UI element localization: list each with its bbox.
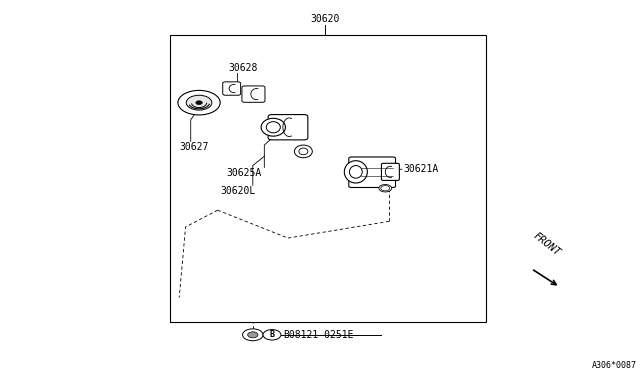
FancyBboxPatch shape — [268, 115, 308, 140]
FancyBboxPatch shape — [381, 163, 399, 180]
Text: 30620: 30620 — [310, 14, 340, 24]
Circle shape — [243, 329, 263, 341]
Text: 30621A: 30621A — [403, 164, 438, 174]
Ellipse shape — [266, 122, 280, 133]
Ellipse shape — [261, 118, 285, 136]
FancyBboxPatch shape — [242, 86, 265, 102]
Ellipse shape — [294, 145, 312, 158]
Text: 30625A: 30625A — [226, 168, 261, 178]
Circle shape — [178, 90, 220, 115]
Text: 30627: 30627 — [179, 142, 209, 152]
Ellipse shape — [349, 166, 362, 178]
Circle shape — [263, 330, 281, 340]
Bar — [170, 35, 486, 322]
Circle shape — [379, 185, 392, 192]
Circle shape — [196, 101, 202, 105]
FancyBboxPatch shape — [349, 157, 396, 187]
Text: 30628: 30628 — [228, 62, 258, 73]
Text: B: B — [269, 330, 275, 339]
Text: B08121-0251E: B08121-0251E — [284, 330, 354, 340]
Circle shape — [186, 95, 212, 110]
Text: A306*0087: A306*0087 — [592, 361, 637, 370]
Ellipse shape — [344, 161, 367, 183]
Ellipse shape — [299, 148, 308, 155]
Circle shape — [248, 332, 258, 338]
FancyBboxPatch shape — [223, 82, 241, 95]
Text: FRONT: FRONT — [531, 230, 562, 257]
Text: 30620L: 30620L — [221, 186, 256, 196]
